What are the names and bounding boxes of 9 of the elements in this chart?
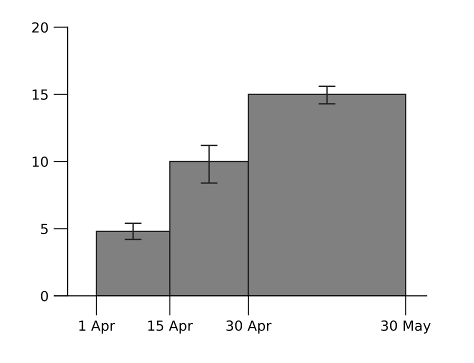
x-tick-label: 15 Apr <box>148 320 193 334</box>
y-tick-label: 20 <box>32 22 48 33</box>
x-tick-label: 1 Apr <box>79 320 116 334</box>
y-tick-label: 0 <box>40 290 48 302</box>
y-tick-label: 5 <box>41 224 48 234</box>
x-tick-label: 30 Apr <box>226 320 272 334</box>
x-tick-label: 30 May <box>381 320 431 334</box>
y-tick-label: 15 <box>32 90 48 100</box>
y-tick-label: 10 <box>32 156 48 168</box>
